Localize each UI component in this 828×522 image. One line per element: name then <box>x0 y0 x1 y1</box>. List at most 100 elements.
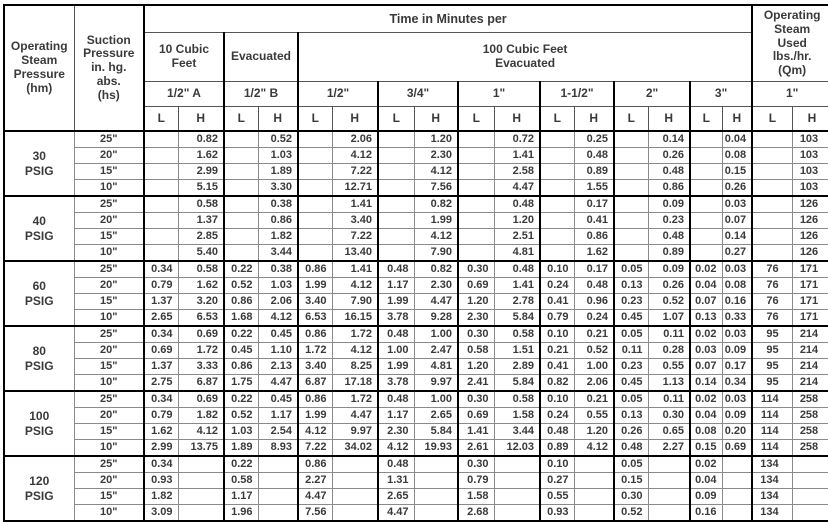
time-value: 0.20 <box>721 423 753 440</box>
time-value: 0.08 <box>689 423 723 440</box>
time-value: 0.82 <box>177 130 225 148</box>
time-value: 0.48 <box>377 260 415 278</box>
time-value <box>257 488 299 505</box>
time-value: 7.22 <box>331 163 379 180</box>
time-value: 0.22 <box>223 260 259 278</box>
time-value: 2.41 <box>457 374 495 392</box>
evacuated-header: Evacuated <box>223 32 299 82</box>
time-value: 0.58 <box>493 325 541 343</box>
time-value: 1.58 <box>493 407 541 424</box>
time-value: 0.03 <box>721 260 753 278</box>
time-value: 0.09 <box>647 195 691 213</box>
time-value <box>413 455 459 473</box>
time-value: 19.93 <box>413 439 459 457</box>
time-value: 0.24 <box>573 309 615 327</box>
time-value: 1.72 <box>331 390 379 408</box>
data-row: 60 PSIG 25" 0.34 0.58 0.22 0.38 0.86 1.41 0.48 0.… <box>3 260 828 327</box>
time-value: 0.69 <box>457 277 495 294</box>
time-value: 13.75 <box>177 439 225 457</box>
time-value <box>457 130 495 148</box>
time-value <box>413 488 459 505</box>
time-value <box>613 195 649 213</box>
steam-used-value: 171 <box>791 293 828 310</box>
data-row: 10" 2.99 13.75 1.89 8.93 7.22 34.02 4.12 19.93 2.… <box>4 439 828 457</box>
time-value <box>257 455 299 473</box>
time-in-minutes-header: Time in Minutes per <box>142 4 753 33</box>
time-value <box>457 212 495 229</box>
time-value <box>493 472 541 489</box>
time-value: 0.52 <box>223 277 259 294</box>
suction-pressure-value: 15" <box>73 488 145 505</box>
time-value: 0.82 <box>539 374 575 392</box>
time-value <box>297 195 333 213</box>
time-value: 0.48 <box>613 439 649 457</box>
steam-used-header: Operating Steam Used lbs./hr. (Qm) <box>751 4 828 82</box>
time-value: 0.15 <box>721 163 753 180</box>
time-value: 0.34 <box>143 325 179 343</box>
lh-header-4-H: H <box>493 106 541 132</box>
operating-pressure-header: Operating Steam Pressure (hm) <box>3 4 75 132</box>
time-value: 7.56 <box>413 179 459 197</box>
time-value <box>143 163 179 180</box>
time-value <box>331 455 379 473</box>
time-value: 0.82 <box>413 195 459 213</box>
time-value: 2.06 <box>331 130 379 148</box>
time-value: 0.05 <box>613 260 649 278</box>
suction-pressure-value: 20" <box>73 212 145 229</box>
time-value: 0.13 <box>613 407 649 424</box>
pressure-time-table: Operating Steam Pressure (hm) Suction Pr… <box>3 4 828 522</box>
time-value: 1.13 <box>647 374 691 392</box>
time-value: 7.56 <box>297 504 333 522</box>
steam-used-value: 76 <box>751 260 793 278</box>
time-value <box>539 212 575 229</box>
time-value: 0.89 <box>573 163 615 180</box>
time-value: 4.81 <box>413 358 459 375</box>
time-value: 1.99 <box>377 358 415 375</box>
time-value: 1.62 <box>573 244 615 262</box>
time-value: 4.12 <box>331 147 379 164</box>
time-value <box>143 147 179 164</box>
suction-pressure-value: 15" <box>73 358 145 375</box>
time-value: 1.41 <box>493 147 541 164</box>
time-value <box>297 147 333 164</box>
steam-used-value: 258 <box>791 439 828 457</box>
time-value: 7.22 <box>297 439 333 457</box>
time-value: 1.00 <box>413 325 459 343</box>
lh-header-7-H: H <box>721 106 753 132</box>
time-value: 0.23 <box>647 212 691 229</box>
time-value: 2.65 <box>377 488 415 505</box>
time-value: 0.45 <box>257 390 299 408</box>
time-value: 1.62 <box>177 277 225 294</box>
data-row: 15" 1.62 4.12 1.03 2.54 4.12 9.97 2.30 5.84 1.41 3… <box>4 423 828 440</box>
time-value: 0.86 <box>647 179 691 197</box>
lh-header-0-L: L <box>143 106 179 132</box>
time-value <box>257 504 299 522</box>
time-value: 3.09 <box>143 504 179 522</box>
time-value: 0.33 <box>721 309 753 327</box>
time-value <box>493 455 541 473</box>
time-value: 1.20 <box>493 212 541 229</box>
time-value: 1.89 <box>257 163 299 180</box>
steam-used-value: 95 <box>751 374 793 392</box>
time-value: 3.33 <box>177 358 225 375</box>
time-value: 3.40 <box>297 358 333 375</box>
data-row: 15" 2.99 1.89 7.22 4.12 2.58 0.89 0.48 0.15 103 <box>4 163 828 180</box>
data-row: 20" 1.37 0.86 3.40 1.99 1.20 0.41 0.23 0.07 126 <box>4 212 828 229</box>
steam-used-value <box>751 228 793 245</box>
suction-pressure-header: Suction Pressure in. hg. abs. (hs) <box>73 4 145 132</box>
suction-pressure-value: 20" <box>73 407 145 424</box>
steam-used-value: 76 <box>751 309 793 327</box>
time-value <box>613 212 649 229</box>
time-value: 8.93 <box>257 439 299 457</box>
steam-used-value <box>751 244 793 262</box>
steam-used-value: 134 <box>751 455 793 473</box>
time-value: 0.65 <box>647 423 691 440</box>
time-value: 0.21 <box>573 390 615 408</box>
time-value <box>721 504 753 522</box>
time-value: 1.07 <box>647 309 691 327</box>
time-value: 0.27 <box>721 244 753 262</box>
time-value: 1.41 <box>457 423 495 440</box>
time-value <box>143 130 179 148</box>
steam-used-value: 103 <box>791 163 828 180</box>
pipe-size-row: 1/2" A 1/2" B 1/2" 3/4" 1" 1-1/2" 2" 3" 1" <box>4 81 828 107</box>
